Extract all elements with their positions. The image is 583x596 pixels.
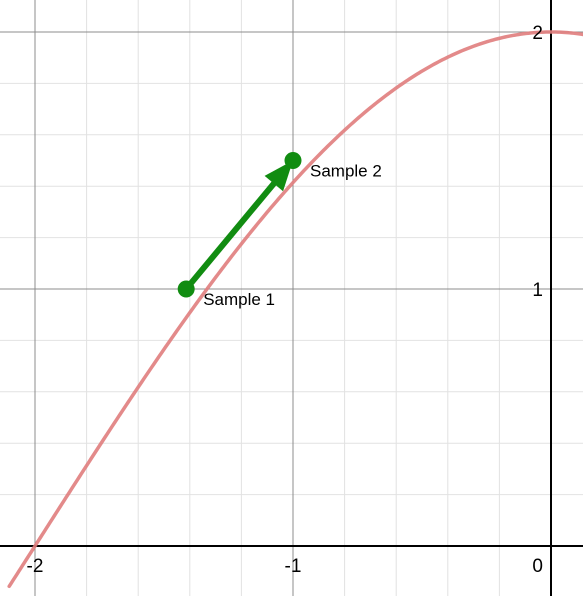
arrow-shaft: [183, 179, 279, 292]
y-tick-label: 1: [532, 280, 543, 301]
arrow-head: [264, 160, 293, 192]
function-curve: [7, 30, 583, 589]
tick-labels: -2 -1 0 1 2: [27, 23, 543, 577]
x-tick-label: 0: [532, 556, 543, 577]
x-tick-label: -2: [27, 556, 44, 577]
arrow-layer: [183, 160, 293, 292]
x-tick-label: -1: [285, 556, 302, 577]
y-tick-label: 2: [532, 23, 543, 44]
points-layer: Sample 1 Sample 2: [177, 152, 382, 309]
curve-layer: [7, 30, 583, 589]
sample-point-label-2: Sample 2: [310, 162, 382, 181]
sample-point-label-1: Sample 1: [203, 290, 275, 309]
sample-point-1[interactable]: [177, 280, 195, 298]
sample-point-2[interactable]: [284, 152, 302, 169]
